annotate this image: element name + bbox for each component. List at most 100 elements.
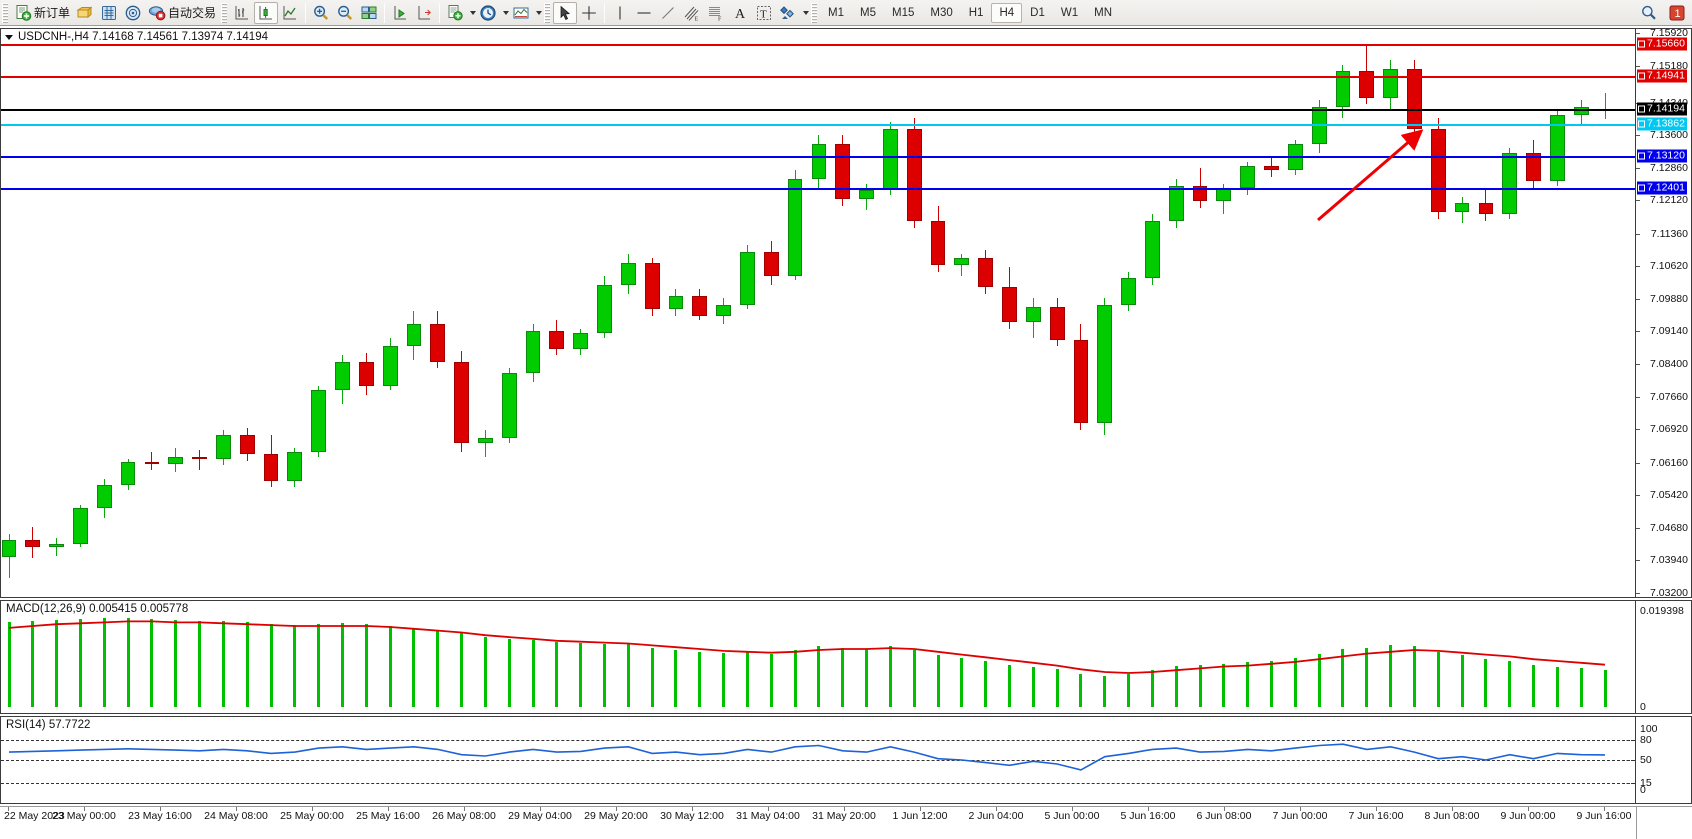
rsi-line	[8, 743, 1606, 771]
level-line-resistance[interactable]	[1, 76, 1635, 79]
shapes-dropdown-caret[interactable]	[803, 10, 810, 15]
price-level-badge-pivot[interactable]: 7.13862	[1637, 117, 1687, 131]
level-line-last-price[interactable]	[1, 108, 1635, 111]
timeframe-bar: M1 M5 M15 M30 H1 H4 D1 W1 MN	[820, 2, 1120, 23]
periods-dropdown-caret[interactable]	[503, 10, 510, 15]
toolbar-grip-3[interactable]	[544, 2, 551, 23]
level-handle-icon[interactable]	[1638, 105, 1645, 113]
level-handle-icon[interactable]	[1638, 40, 1645, 48]
zoom-out-icon	[336, 4, 354, 22]
timeframe-m15[interactable]: M15	[892, 6, 915, 19]
toolbar-separator-2	[384, 2, 386, 23]
price-axis[interactable]: 7.159207.151807.143407.136007.128607.121…	[1635, 28, 1691, 598]
navigator-button[interactable]	[121, 2, 145, 24]
level-handle-icon[interactable]	[1638, 72, 1645, 80]
market-watch-button[interactable]	[97, 2, 121, 24]
line-chart-icon	[281, 4, 299, 22]
level-line-support[interactable]	[1, 156, 1635, 159]
rsi-level-line-15	[1, 783, 1635, 785]
templates-button[interactable]	[509, 2, 533, 24]
timeframe-mn[interactable]: MN	[1094, 6, 1112, 19]
rsi-axis-label: 80	[1640, 734, 1652, 747]
toolbar-grip-1[interactable]	[2, 2, 8, 23]
cursor-button[interactable]	[553, 1, 578, 24]
search-button[interactable]	[1637, 2, 1661, 24]
candle-body-up	[1097, 304, 1113, 424]
price-level-badge-last-price[interactable]: 7.14194	[1637, 102, 1687, 116]
text-label-button[interactable]: T	[752, 2, 776, 24]
timeframe-h4[interactable]: H4	[991, 2, 1023, 23]
shapes-button[interactable]	[776, 2, 800, 24]
candlestick-chart-button[interactable]	[254, 1, 279, 24]
macd-histogram-bar	[1579, 668, 1583, 707]
auto-trading-button[interactable]: 自动交易	[145, 2, 219, 24]
zoom-out-button[interactable]	[333, 2, 357, 24]
rsi-plot[interactable]	[1, 717, 1691, 803]
macd-histogram-bar	[1508, 661, 1512, 707]
time-axis-tick	[1224, 807, 1225, 811]
alerts-indicator[interactable]: 1	[1665, 2, 1689, 24]
timeframe-m1[interactable]: M1	[828, 6, 845, 19]
candle-body-up	[73, 508, 88, 544]
terminal-button[interactable]	[357, 2, 381, 24]
periods-button[interactable]	[476, 2, 500, 24]
price-pane[interactable]: 7.159207.151807.143407.136007.128607.121…	[0, 28, 1692, 598]
line-chart-button[interactable]	[278, 2, 302, 24]
candle-body-up	[1240, 165, 1256, 188]
autoscroll-button[interactable]	[388, 2, 412, 24]
time-axis-label: 31 May 20:00	[812, 810, 876, 822]
chart-shift-button[interactable]	[412, 2, 436, 24]
time-axis-label: 9 Jun 16:00	[1576, 810, 1632, 822]
rsi-pane[interactable]: 100 80 50 15 0 RSI(14) 57.7722	[0, 716, 1692, 804]
level-line-support[interactable]	[1, 187, 1635, 190]
level-handle-icon[interactable]	[1638, 152, 1645, 160]
level-line-resistance[interactable]	[1, 44, 1635, 47]
equidistant-channel-button[interactable]: E	[680, 2, 704, 24]
profiles-button[interactable]	[73, 2, 97, 24]
timeframe-m5[interactable]: M5	[860, 6, 876, 19]
toolbar-grip-2[interactable]	[221, 2, 228, 23]
level-line-pivot[interactable]	[1, 123, 1635, 126]
level-handle-icon[interactable]	[1638, 184, 1645, 192]
fibonacci-retracement-button[interactable]: F	[704, 2, 728, 24]
time-axis-label: 22 May 2023	[4, 810, 65, 822]
price-level-badge-resistance[interactable]: 7.14941	[1637, 69, 1687, 83]
macd-histogram-bar	[269, 624, 273, 707]
candle-body-up	[882, 128, 898, 191]
macd-plot[interactable]	[1, 601, 1691, 713]
candle-body-up	[1121, 278, 1136, 305]
text-button[interactable]: A	[728, 2, 752, 24]
zoom-in-button[interactable]	[309, 2, 333, 24]
new-order-button[interactable]: 新订单	[11, 2, 73, 24]
chart-area[interactable]: 7.159207.151807.143407.136007.128607.121…	[0, 26, 1692, 839]
indicators-button[interactable]	[443, 2, 467, 24]
price-level-badge-support[interactable]: 7.13120	[1637, 149, 1687, 163]
toolbar-grip-4[interactable]	[811, 2, 818, 23]
horizontal-line-button[interactable]	[632, 2, 656, 24]
time-axis-tick	[8, 807, 9, 811]
vertical-line-button[interactable]	[608, 2, 632, 24]
timeframe-d1[interactable]: D1	[1030, 6, 1045, 19]
templates-dropdown-caret[interactable]	[536, 10, 543, 15]
trendline-button[interactable]	[656, 2, 680, 24]
level-handle-icon[interactable]	[1638, 120, 1645, 128]
macd-histogram-bar	[317, 624, 321, 707]
macd-histogram-bar	[745, 651, 749, 707]
macd-histogram-bar	[769, 653, 773, 707]
price-level-badge-resistance[interactable]: 7.15660	[1637, 37, 1687, 51]
crosshair-button[interactable]	[577, 2, 601, 24]
time-axis[interactable]: 22 May 2023 23 May 00:00 23 May 16:00 24 Ma…	[0, 806, 1692, 839]
chart-menu-triangle-icon[interactable]	[5, 34, 13, 40]
macd-histogram-bar	[1341, 649, 1345, 707]
timeframe-w1[interactable]: W1	[1060, 6, 1079, 19]
macd-histogram-bar	[126, 617, 130, 707]
indicators-dropdown-caret[interactable]	[470, 10, 477, 15]
macd-histogram-bar	[78, 618, 82, 707]
search-icon	[1640, 4, 1658, 22]
price-level-badge-support[interactable]: 7.12401	[1637, 181, 1687, 195]
timeframe-m30[interactable]: M30	[930, 6, 953, 19]
price-plot[interactable]	[1, 29, 1691, 597]
bar-chart-button[interactable]	[230, 2, 254, 24]
timeframe-h1[interactable]: H1	[968, 6, 984, 19]
macd-pane[interactable]: 0.019398 0 MACD(12,26,9) 0.005415 0.00577…	[0, 600, 1692, 714]
